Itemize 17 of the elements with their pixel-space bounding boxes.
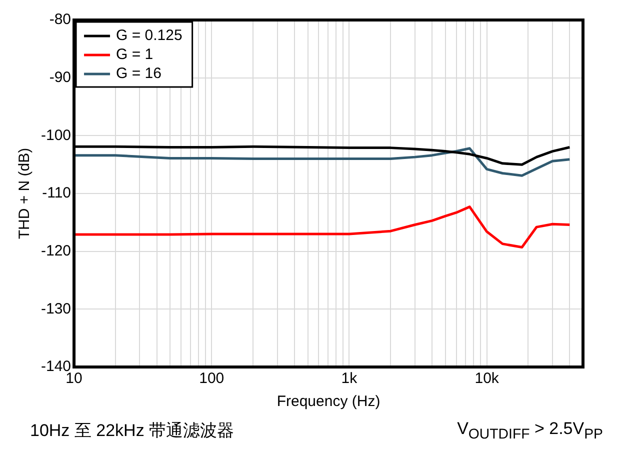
text: V$_{OUTDIFF}$ > 2.5V$_{PP}$ bbox=[457, 419, 603, 442]
x-tick-label: 100 bbox=[199, 370, 224, 388]
y-tick-label: -80 bbox=[49, 11, 72, 28]
y-axis-title: THD + N (dB) bbox=[16, 148, 34, 240]
y-tick-label: -120 bbox=[40, 242, 72, 260]
legend-label: G = 0.125 bbox=[116, 27, 182, 44]
x-tick-label: 10 bbox=[66, 370, 82, 388]
legend-label: G = 1 bbox=[116, 46, 154, 64]
y-tick-label: -130 bbox=[40, 300, 72, 318]
x-axis-title: Frequency (Hz) bbox=[276, 393, 380, 410]
y-tick-label: -100 bbox=[40, 126, 72, 144]
y-tick-label: -90 bbox=[49, 68, 72, 86]
x-tick-label: 1k bbox=[341, 370, 358, 388]
y-tick-label: -110 bbox=[42, 184, 72, 202]
text: 10Hz 至 22kHz 带通滤波器 bbox=[30, 420, 234, 442]
x-tick-label: 10k bbox=[474, 370, 500, 388]
legend-label: G = 16 bbox=[116, 65, 162, 82]
